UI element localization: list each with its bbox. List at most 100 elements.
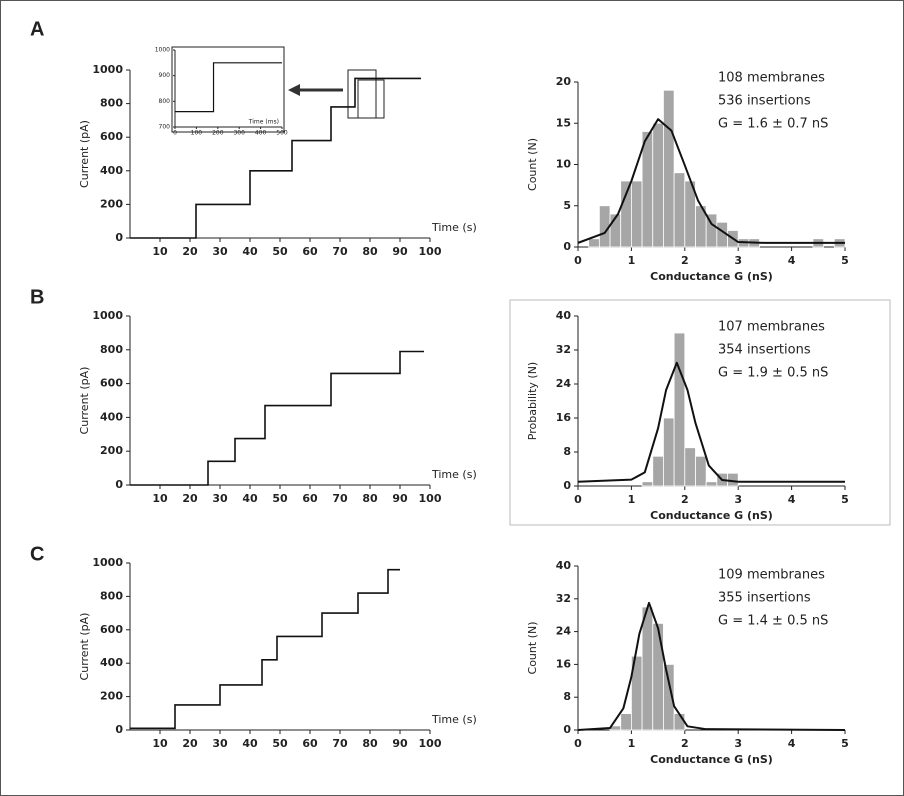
bar [652,122,664,248]
bar [663,664,675,731]
x-tick-label: 70 [332,492,348,505]
y-tick-label: 800 [100,97,123,110]
x-tick-label: 0 [173,130,177,137]
x-tick-label: 80 [362,492,378,505]
x-axis-label: Conductance G (nS) [650,270,773,283]
annotation: 107 membranes [718,320,825,335]
bar [641,481,654,487]
y-tick-label: 8 [563,690,571,703]
y-axis-label: Current (pA) [78,613,91,681]
x-tick-label: 2 [681,254,689,267]
x-tick-label: 1 [628,254,636,267]
x-tick-label: 20 [182,245,198,258]
x-tick-label: 60 [302,737,318,750]
x-tick-label: 50 [272,492,288,505]
y-tick-label: 10 [556,158,572,171]
x-tick-label: 3 [734,493,742,506]
y-tick-label: 16 [556,657,572,670]
x-tick-label: 5 [841,737,849,750]
y-tick-label: 1000 [92,63,123,76]
y-tick-label: 40 [556,559,572,572]
bar [641,606,654,731]
fit-curve [577,361,845,483]
x-tick-label: 300 [233,130,245,137]
bar [684,447,696,487]
x-tick-label: 4 [788,493,796,506]
bar [727,472,739,487]
bar [631,180,643,248]
panel-label: C [30,543,44,565]
y-tick-label: 0 [115,478,123,491]
bar [641,131,654,248]
panel-b-box [509,299,891,526]
trace [130,568,400,730]
bar [673,332,686,487]
x-tick-label: 50 [272,737,288,750]
annotation: G = 1.9 ± 0.5 nS [718,366,828,381]
y-tick-label: 800 [159,98,171,105]
y-tick-label: 200 [100,444,123,457]
x-tick-label: 90 [392,245,408,258]
inset-frame [171,46,285,133]
y-tick-label: 8 [563,445,571,458]
y-tick-label: 16 [556,411,572,424]
x-tick-label: 2 [681,493,689,506]
bar [663,89,675,248]
trace [130,77,421,239]
y-tick-label: 800 [100,589,123,602]
y-tick-label: 15 [556,116,571,129]
x-tick-label: 60 [302,492,318,505]
annotation: 536 insertions [718,94,811,109]
y-tick-label: 900 [159,72,171,79]
bar [588,238,600,248]
y-tick-label: 200 [100,690,123,703]
x-tick-label: 100 [419,492,442,505]
annotation: 355 insertions [718,591,811,606]
x-tick-label: 30 [212,737,228,750]
x-tick-label: 3 [734,254,742,267]
x-tick-label: 40 [242,245,258,258]
bar [705,481,718,487]
annotation: 109 membranes [718,568,825,583]
y-tick-label: 32 [556,343,571,356]
x-tick-label: 500 [276,130,288,137]
x-tick-label: 5 [841,493,849,506]
y-axis-label: Count (N) [526,138,539,191]
x-tick-label: 30 [212,492,228,505]
x-axis-label: Conductance G (nS) [650,509,773,522]
y-tick-label: 600 [100,377,123,390]
y-axis-label: Count (N) [526,622,539,675]
y-tick-label: 0 [563,479,571,492]
annotation: 354 insertions [718,343,811,358]
x-tick-label: 4 [788,737,796,750]
y-tick-label: 400 [100,656,123,669]
x-tick-label: 400 [255,130,267,137]
x-axis-label: Time (s) [431,468,477,481]
y-tick-label: 24 [556,377,572,390]
x-axis-label: Conductance G (nS) [650,753,773,766]
x-tick-label: 90 [392,492,408,505]
bar [652,455,664,487]
x-tick-label: 0 [574,254,582,267]
x-axis-label: Time (s) [431,221,477,234]
y-tick-label: 800 [100,343,123,356]
x-tick-label: 40 [242,737,258,750]
x-tick-label: 10 [152,245,168,258]
y-axis-label: Probability (N) [526,362,539,440]
y-tick-label: 0 [563,240,571,253]
trace [130,350,424,486]
annotation: G = 1.6 ± 0.7 nS [718,117,828,132]
x-tick-label: 100 [191,130,203,137]
fit-curve [577,118,845,244]
bar [620,713,632,731]
y-tick-label: 20 [556,75,572,88]
y-axis-label: Current (pA) [78,367,91,435]
y-tick-label: 24 [556,625,572,638]
annotation: 108 membranes [718,71,825,86]
y-tick-label: 200 [100,197,123,210]
x-axis-label: Time (ms) [248,119,279,126]
y-tick-label: 40 [556,309,572,322]
x-tick-label: 60 [302,245,318,258]
bar [652,623,664,731]
